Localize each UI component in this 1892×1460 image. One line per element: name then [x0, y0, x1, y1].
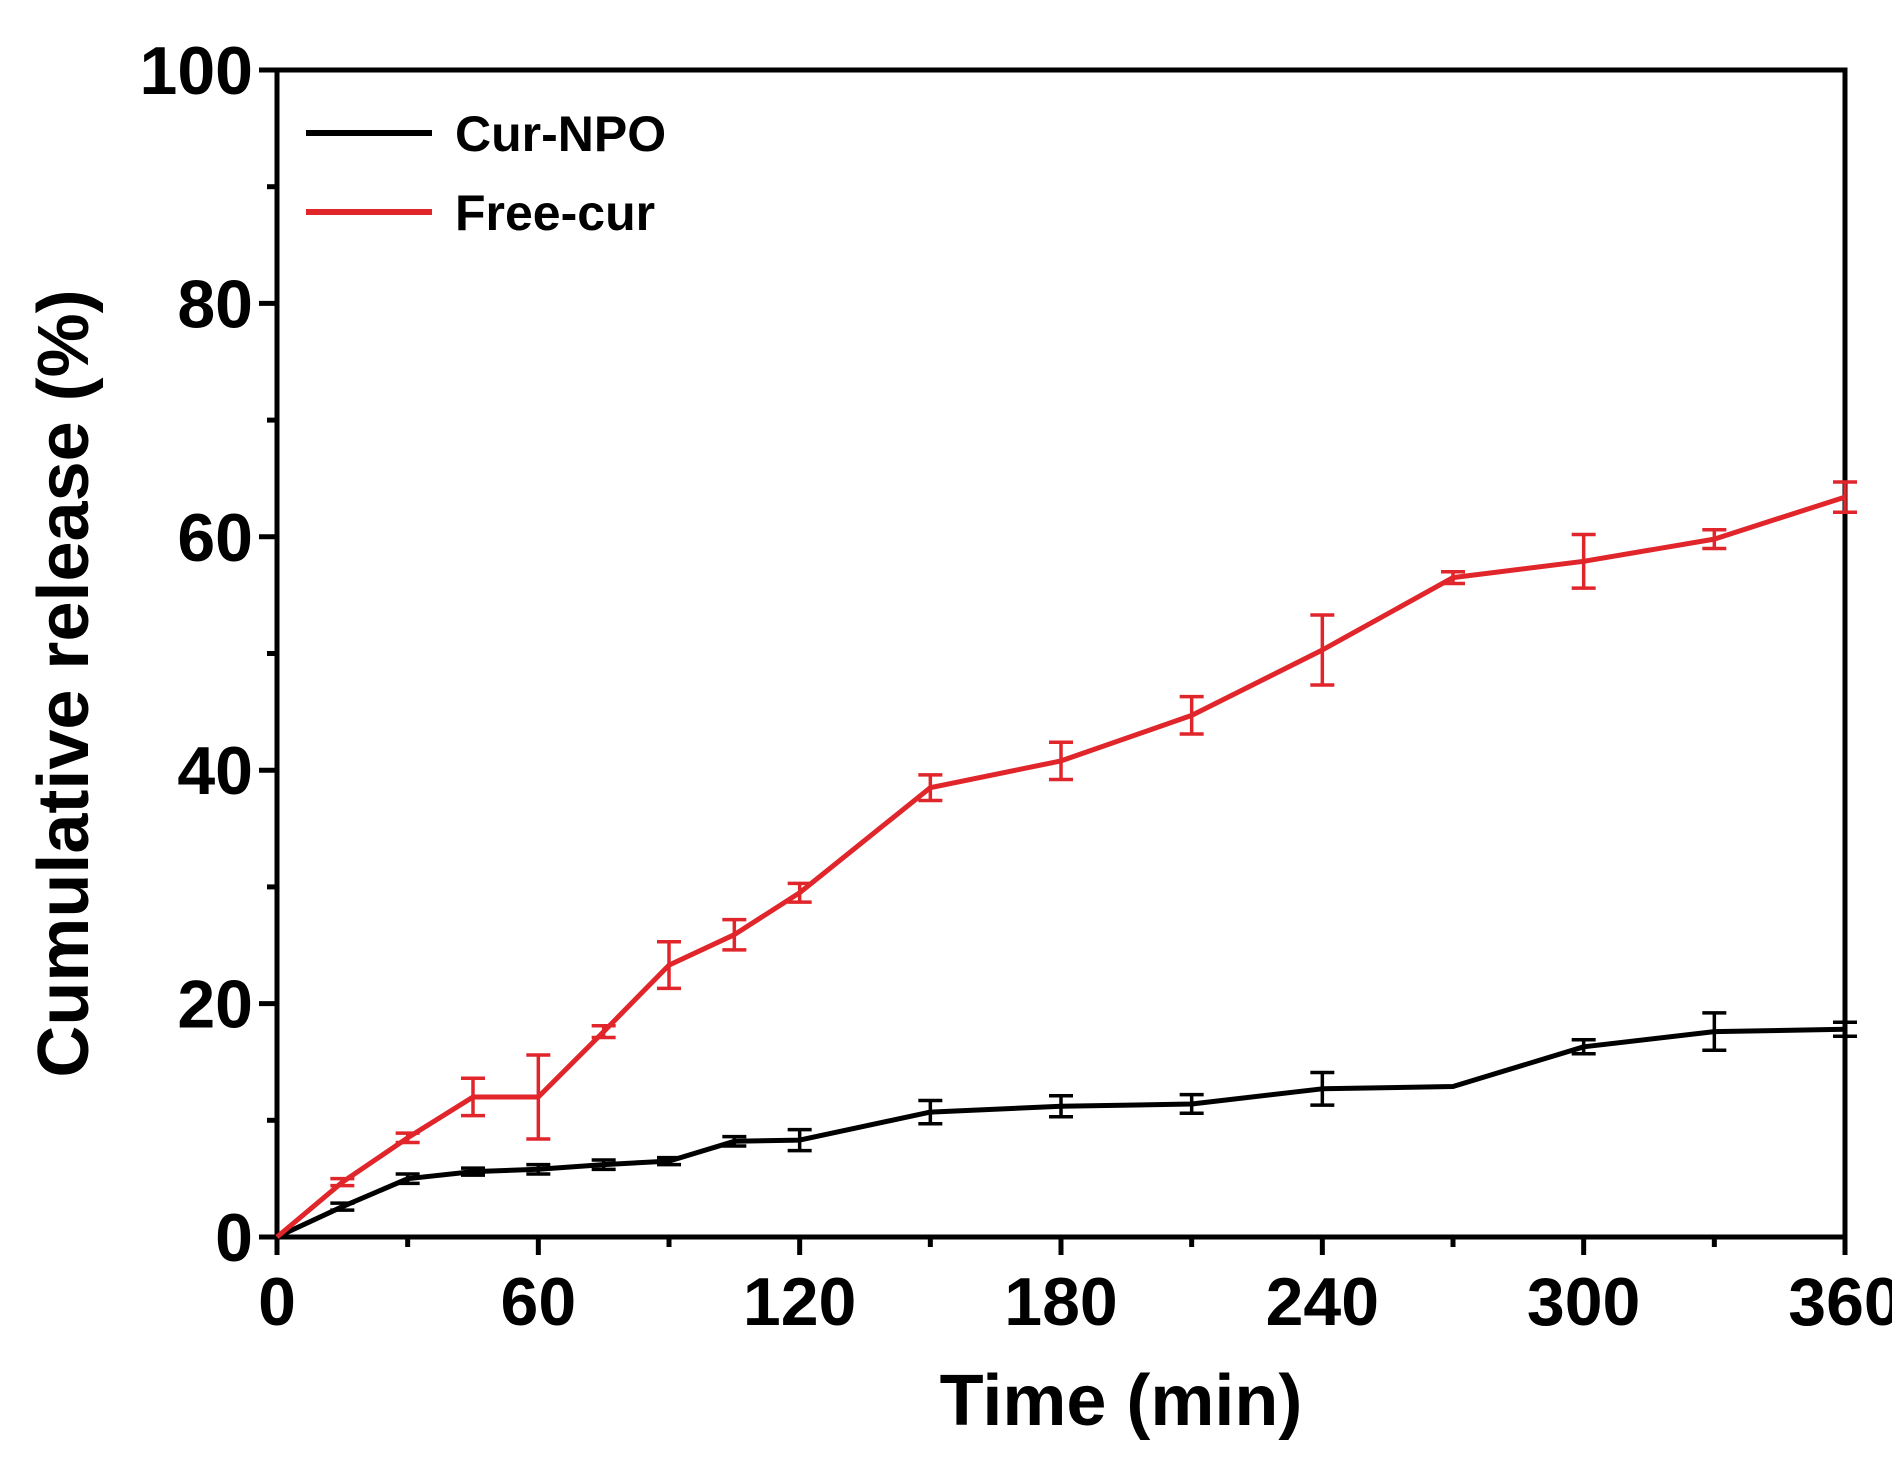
- axis-tick-labels: 0 60 120 180 240 300 360 0 20 40 60 80 100: [140, 33, 1892, 1340]
- axis-ticks: [259, 67, 1848, 1255]
- error-bar-free-cur: [591, 1024, 616, 1040]
- x-tick-label: 180: [1004, 1264, 1117, 1340]
- y-tick-label: 60: [177, 500, 253, 576]
- error-bar-cur-npo: [1049, 1094, 1073, 1119]
- plot-frame: [274, 67, 1848, 1240]
- legend-label-cur-npo: Cur-NPO: [455, 106, 666, 162]
- error-bar-free-cur: [1702, 528, 1727, 551]
- error-bar-cur-npo: [1571, 1038, 1596, 1056]
- error-bar-free-cur: [722, 917, 747, 952]
- error-bar-cur-npo: [1179, 1092, 1204, 1116]
- error-bar-free-cur: [918, 773, 943, 803]
- x-axis-title: Time (min): [940, 1361, 1303, 1441]
- y-axis-title: Cumulative release (%): [24, 289, 104, 1077]
- y-tick-label: 100: [140, 33, 253, 109]
- error-bar-free-cur: [1441, 570, 1465, 586]
- series-cur-npo: [275, 1011, 1857, 1240]
- x-tick-label: 360: [1788, 1264, 1892, 1340]
- series-line-free-cur: [275, 494, 1846, 1239]
- y-tick-label: 0: [215, 1200, 253, 1276]
- series-line-cur-npo: [275, 1026, 1846, 1240]
- error-bar-cur-npo: [918, 1098, 943, 1126]
- series-layer: [275, 480, 1857, 1240]
- error-bar-cur-npo: [526, 1162, 551, 1176]
- error-bar-cur-npo: [1310, 1070, 1335, 1107]
- error-bar-cur-npo: [722, 1134, 747, 1148]
- error-bar-cur-npo: [1833, 1020, 1857, 1039]
- legend-label-free-cur: Free-cur: [455, 185, 655, 241]
- y-tick-label: 40: [177, 733, 253, 809]
- error-bar-free-cur: [395, 1131, 420, 1145]
- x-tick-label: 120: [743, 1264, 856, 1340]
- error-bar-cur-npo: [330, 1201, 355, 1212]
- error-bar-free-cur: [1049, 740, 1073, 782]
- error-bar-cur-npo: [1702, 1011, 1727, 1053]
- error-bar-free-cur: [461, 1076, 485, 1118]
- error-bar-free-cur: [330, 1176, 355, 1188]
- plot-area: [274, 67, 1848, 1240]
- error-bar-free-cur: [1310, 613, 1335, 687]
- y-tick-label: 20: [177, 967, 253, 1043]
- y-tick-label: 80: [177, 266, 253, 342]
- error-bar-cur-npo: [461, 1166, 485, 1177]
- error-bar-free-cur: [657, 939, 681, 991]
- legend: Cur-NPO Free-cur: [306, 106, 666, 241]
- x-tick-label: 240: [1266, 1264, 1379, 1340]
- error-bar-free-cur: [1179, 694, 1204, 736]
- x-tick-label: 0: [258, 1264, 296, 1340]
- error-bar-free-cur: [526, 1053, 551, 1141]
- error-bar-cur-npo: [657, 1155, 681, 1167]
- error-bar-cur-npo: [591, 1158, 616, 1172]
- series-free-cur: [275, 480, 1857, 1239]
- error-bar-cur-npo: [395, 1172, 420, 1186]
- error-bar-cur-npo: [787, 1127, 812, 1153]
- x-tick-label: 300: [1527, 1264, 1640, 1340]
- error-bar-free-cur: [1571, 532, 1596, 590]
- error-bar-free-cur: [1833, 480, 1857, 515]
- error-bar-free-cur: [787, 881, 812, 904]
- x-tick-label: 60: [501, 1264, 577, 1340]
